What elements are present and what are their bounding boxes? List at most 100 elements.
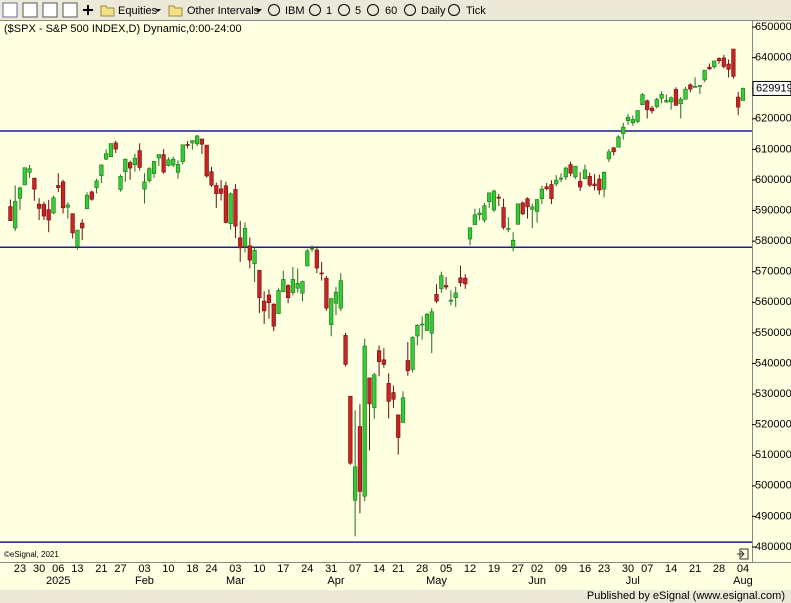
candle-body (108, 143, 114, 158)
toolbar-item[interactable]: Daily (421, 5, 446, 17)
x-tick-label: 24 (301, 563, 313, 575)
candle-body (180, 144, 185, 162)
candle-body (372, 374, 377, 408)
candle-body (195, 135, 200, 145)
candle-body (496, 196, 501, 199)
candle-body (343, 335, 348, 365)
toolbar-item[interactable]: 5 (355, 5, 361, 17)
candle-body (75, 229, 80, 247)
plot: 480000 490000 500000 510000 520000 530000 5400… (0, 21, 791, 587)
x-tick-label: 18 (186, 563, 198, 575)
candle-body (453, 292, 458, 299)
candle-body (688, 84, 693, 90)
candle-body (410, 337, 415, 370)
toolbar-item[interactable]: 1 (326, 5, 332, 17)
candle-body (276, 290, 281, 314)
toolbar: Equities Other Intervals IBM 1 5 60 Dail… (2, 2, 486, 18)
x-tick-label: 31 (325, 563, 337, 575)
candle-body (199, 138, 205, 145)
x-tick-label: 07 (349, 563, 361, 575)
candle-body (132, 157, 137, 165)
toolbar-item[interactable]: 60 (385, 5, 397, 17)
candle-body (27, 168, 32, 173)
candle-body (252, 250, 257, 265)
candle-body (266, 294, 272, 303)
tool-icon[interactable] (2, 2, 18, 18)
candle-body (563, 167, 568, 178)
toolbar-item[interactable]: IBM (285, 5, 305, 17)
candle-body (166, 159, 171, 166)
candle-body (582, 169, 588, 180)
x-tick-label: 23 (598, 563, 610, 575)
candle-body (539, 188, 544, 199)
toolbar-item[interactable]: Other Intervals (187, 5, 260, 17)
tool-icon[interactable] (62, 2, 78, 18)
x-tick-label: 23 (14, 563, 26, 575)
x-tick-label: 28 (416, 563, 428, 575)
interval-icon[interactable] (338, 4, 350, 16)
candle-body (573, 165, 578, 178)
y-tick-label: 580000 (755, 235, 791, 247)
candle-body (94, 180, 99, 188)
x-month-label: Feb (135, 575, 154, 587)
candle-body (405, 360, 410, 372)
symbol-icon[interactable] (268, 4, 280, 16)
candle-body (477, 212, 482, 216)
candle-body (669, 97, 674, 103)
candle-body (621, 126, 626, 135)
candle-body (501, 207, 506, 228)
candle-body (712, 60, 717, 68)
candle-body (185, 144, 190, 146)
candle-body (333, 291, 339, 304)
candle-body (396, 414, 401, 438)
candle-body (424, 313, 430, 331)
candle-body (692, 86, 698, 88)
candle-body (616, 136, 621, 148)
x-tick-label: 27 (512, 563, 524, 575)
candle-body (233, 189, 238, 227)
folder-icon[interactable] (100, 5, 115, 17)
candle-body (736, 96, 741, 108)
tool-icon[interactable] (22, 2, 38, 18)
candle-body (463, 277, 468, 285)
candle-body (204, 144, 209, 177)
copyright: ©eSignal, 2021 (4, 550, 59, 559)
tool-icon[interactable] (42, 2, 58, 18)
interval-icon[interactable] (309, 4, 321, 16)
dropdown-arrow[interactable] (155, 9, 161, 12)
toolbar-item[interactable]: Equities (118, 5, 158, 17)
candle-body (223, 185, 228, 223)
x-tick-label: 02 (531, 563, 543, 575)
candle-body (209, 171, 214, 186)
candle-body (721, 57, 726, 67)
candle-body (104, 153, 109, 160)
candle-body (314, 249, 319, 269)
folder-icon[interactable] (168, 5, 183, 17)
candle-body (128, 162, 133, 169)
add-icon[interactable] (83, 5, 93, 15)
candle-body (611, 147, 616, 153)
interval-icon[interactable] (367, 4, 379, 16)
candle-body (659, 94, 664, 99)
chart-bg (0, 20, 791, 590)
interval-icon[interactable] (448, 4, 460, 16)
candle-body (664, 100, 669, 103)
y-tick-label: 500000 (755, 480, 791, 492)
x-tick-label: 21 (95, 563, 107, 575)
candle-body (228, 193, 233, 225)
scroll-icon[interactable] (737, 548, 749, 560)
candle-body (439, 275, 444, 289)
dropdown-arrow[interactable] (256, 9, 262, 12)
x-tick-label: 30 (622, 563, 634, 575)
interval-icon[interactable] (404, 4, 416, 16)
y-tick-label: 490000 (755, 510, 791, 522)
candle-body (123, 158, 128, 173)
candle-body (175, 164, 181, 173)
x-tick-label: 03 (138, 563, 150, 575)
candle-body (348, 395, 353, 464)
candle-body (731, 48, 736, 77)
toolbar-item[interactable]: Tick (466, 5, 486, 17)
candle-body (635, 110, 640, 122)
candle-body (549, 184, 554, 199)
y-tick-label: 510000 (755, 449, 791, 461)
